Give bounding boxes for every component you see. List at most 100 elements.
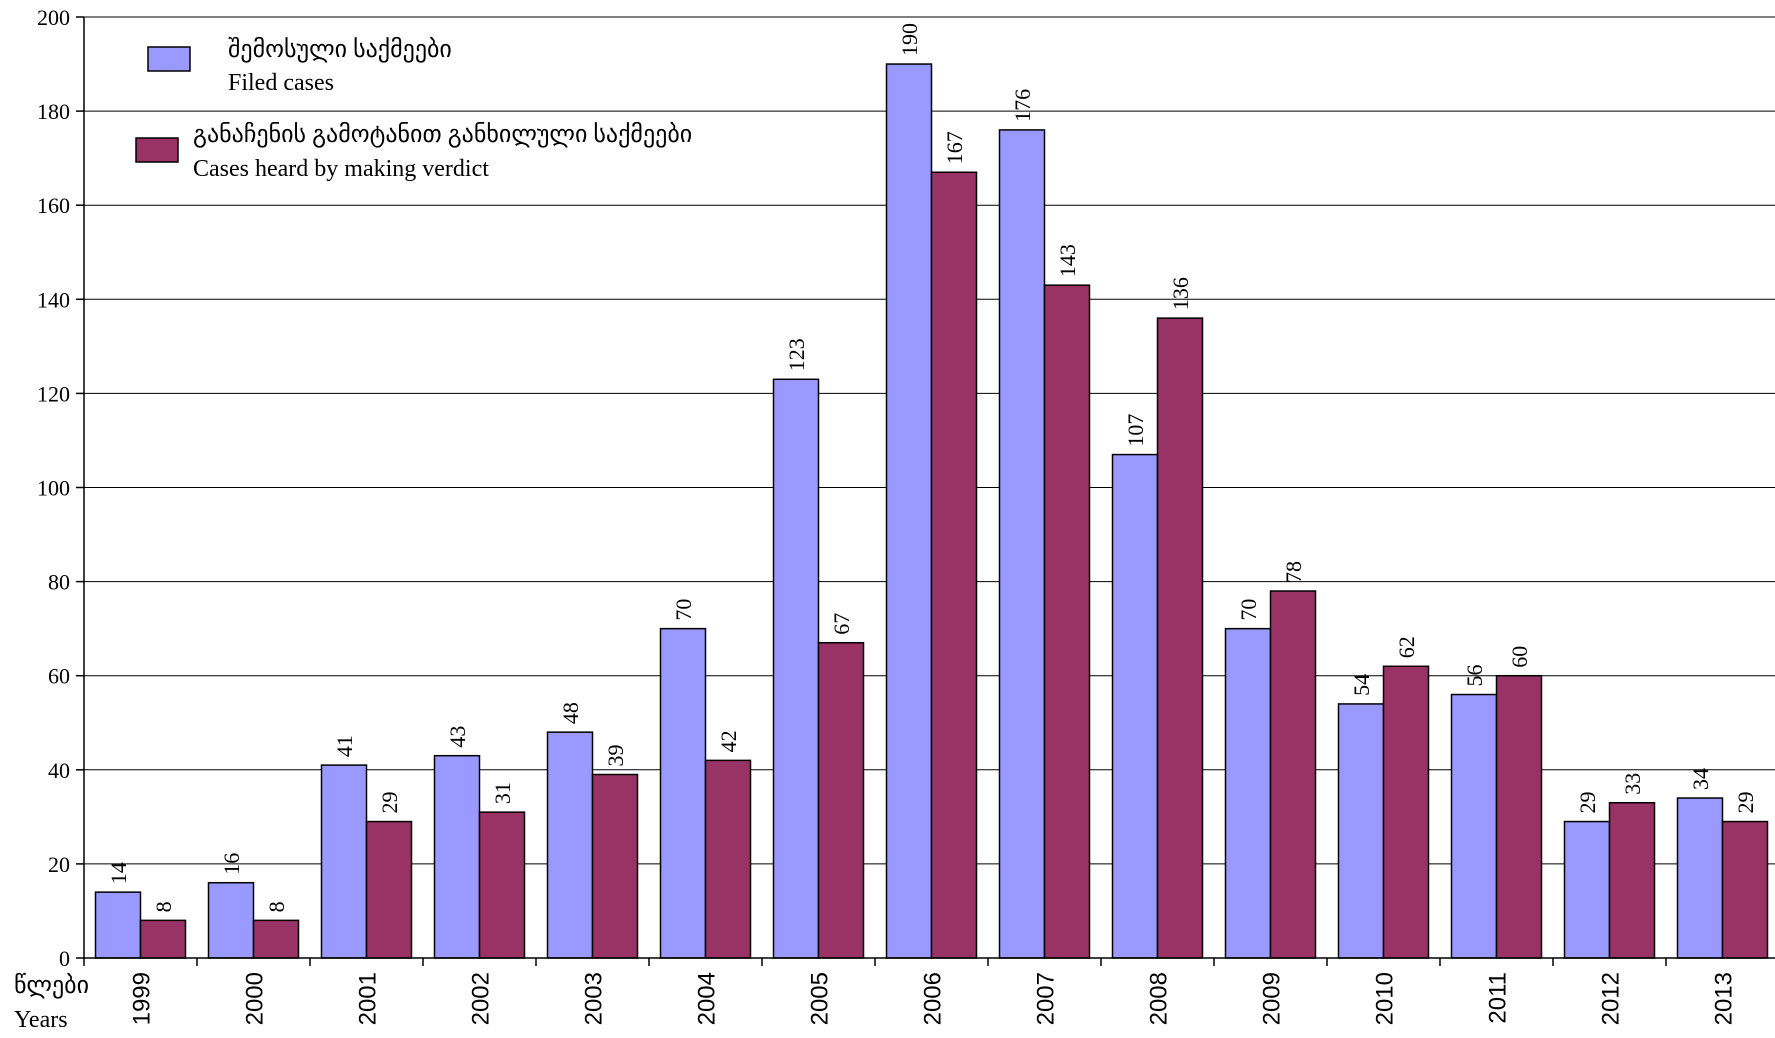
x-tick-label: 2001 xyxy=(355,972,382,1025)
x-tick-label: 1999 xyxy=(129,972,156,1025)
y-tick-label: 140 xyxy=(37,287,70,312)
data-label-filed: 34 xyxy=(1688,768,1713,790)
legend-swatch-filed xyxy=(147,46,191,72)
bar-verdict xyxy=(1495,674,1543,959)
data-label-verdict: 60 xyxy=(1507,646,1532,668)
y-tick-label: 160 xyxy=(37,193,70,218)
y-tick-label: 20 xyxy=(48,852,70,877)
data-label-filed: 48 xyxy=(558,702,583,724)
x-axis-title: Years xyxy=(14,1007,68,1033)
y-tick-label: 120 xyxy=(37,381,70,406)
bar-verdict xyxy=(930,171,978,959)
bar-filed xyxy=(1224,627,1272,959)
y-axis-ticks: 0 20 40 60 80 100 120 140 160 180 200 xyxy=(37,5,84,971)
data-label-verdict: 31 xyxy=(490,782,515,804)
bar-filed xyxy=(885,63,933,959)
bar-verdict xyxy=(817,642,865,959)
x-axis-ticks: 1999 2000 2001 2002 2003 2004 2005 2006 2007 2008… xyxy=(83,958,1738,1025)
bar-verdict xyxy=(252,919,300,959)
x-tick-label: 2006 xyxy=(920,972,947,1025)
x-tick-label: 2004 xyxy=(694,972,721,1025)
bar-verdict xyxy=(1721,820,1769,959)
y-tick-label: 100 xyxy=(37,476,70,501)
y-tick-label: 200 xyxy=(37,5,70,30)
bar-filed xyxy=(207,881,255,959)
bar-verdict xyxy=(1608,801,1656,959)
bar-filed xyxy=(94,891,142,959)
data-label-filed: 16 xyxy=(219,853,244,875)
bar-filed xyxy=(659,627,707,959)
y-tick-label: 60 xyxy=(48,664,70,689)
x-tick-label: 2003 xyxy=(581,972,608,1025)
data-label-verdict: 136 xyxy=(1168,277,1193,310)
bar-filed xyxy=(546,731,594,959)
bar-filed xyxy=(772,378,820,959)
data-label-verdict: 39 xyxy=(603,745,628,767)
y-tick-label: 80 xyxy=(48,570,70,595)
data-label-verdict: 143 xyxy=(1055,244,1080,277)
x-tick-label: 2010 xyxy=(1372,972,1399,1025)
bar-verdict xyxy=(478,811,526,959)
data-label-filed: 54 xyxy=(1349,674,1374,696)
legend-label-verdict-ka: განაჩენის გამოტანით განხილული საქმეები xyxy=(193,121,692,148)
data-label-verdict: 62 xyxy=(1394,636,1419,658)
data-labels: 14 8 16 8 41 29 43 31 48 39 70 42 123 67 190 167 176 143 1… xyxy=(106,23,1758,912)
data-label-filed: 70 xyxy=(671,599,696,621)
data-label-filed: 190 xyxy=(897,23,922,56)
x-tick-label: 2005 xyxy=(807,972,834,1025)
data-label-filed: 29 xyxy=(1575,792,1600,814)
x-tick-label: 2011 xyxy=(1485,972,1512,1024)
data-label-filed: 107 xyxy=(1123,414,1148,447)
legend-label-verdict: Cases heard by making verdict xyxy=(193,156,489,182)
y-tick-label: 0 xyxy=(59,946,70,971)
bar-verdict xyxy=(139,919,187,959)
bar-verdict xyxy=(365,820,413,959)
data-label-filed: 176 xyxy=(1010,89,1035,122)
data-label-filed: 43 xyxy=(445,726,470,748)
axes xyxy=(83,17,1775,959)
legend-label-filed-ka: შემოსული საქმეები xyxy=(228,36,452,63)
data-label-filed: 41 xyxy=(332,735,357,757)
data-label-verdict: 42 xyxy=(716,730,741,752)
bar-filed xyxy=(1676,797,1724,959)
x-tick-label: 2009 xyxy=(1259,972,1286,1025)
data-label-verdict: 29 xyxy=(1733,792,1758,814)
x-tick-label: 2008 xyxy=(1146,972,1173,1025)
bars xyxy=(94,63,1769,959)
data-label-verdict: 8 xyxy=(264,901,289,912)
data-label-verdict: 67 xyxy=(829,613,854,635)
bar-filed xyxy=(1337,703,1385,959)
legend-label-filed: Filed cases xyxy=(228,70,334,96)
data-label-filed: 123 xyxy=(784,338,809,371)
bar-verdict xyxy=(1156,317,1204,959)
legend: შემოსული საქმეები Filed cases განაჩენის … xyxy=(135,36,692,182)
data-label-verdict: 8 xyxy=(151,901,176,912)
bar-verdict xyxy=(1382,665,1430,959)
bar-filed xyxy=(1111,453,1159,959)
data-label-filed: 56 xyxy=(1462,665,1487,687)
bar-verdict xyxy=(1269,590,1317,959)
x-tick-label: 2013 xyxy=(1711,972,1738,1025)
bar-verdict xyxy=(704,759,752,959)
data-label-verdict: 33 xyxy=(1620,773,1645,795)
data-label-verdict: 167 xyxy=(942,131,967,164)
bar-verdict xyxy=(591,773,639,959)
x-axis-title-ka: წლები xyxy=(14,972,89,999)
x-tick-label: 2002 xyxy=(468,972,495,1025)
bar-filed xyxy=(1563,820,1611,959)
bar-verdict xyxy=(1043,284,1091,959)
bar-filed xyxy=(998,129,1046,959)
y-tick-label: 180 xyxy=(37,99,70,124)
bar-filed xyxy=(320,764,368,959)
bar-filed xyxy=(433,754,481,959)
data-label-filed: 14 xyxy=(106,862,131,884)
data-label-verdict: 78 xyxy=(1281,561,1306,583)
x-tick-label: 2007 xyxy=(1033,972,1060,1025)
legend-swatch-verdict xyxy=(135,137,179,163)
x-tick-label: 2000 xyxy=(242,972,269,1025)
x-tick-label: 2012 xyxy=(1598,972,1625,1025)
data-label-filed: 70 xyxy=(1236,599,1261,621)
data-label-verdict: 29 xyxy=(377,792,402,814)
bar-filed xyxy=(1450,693,1498,959)
